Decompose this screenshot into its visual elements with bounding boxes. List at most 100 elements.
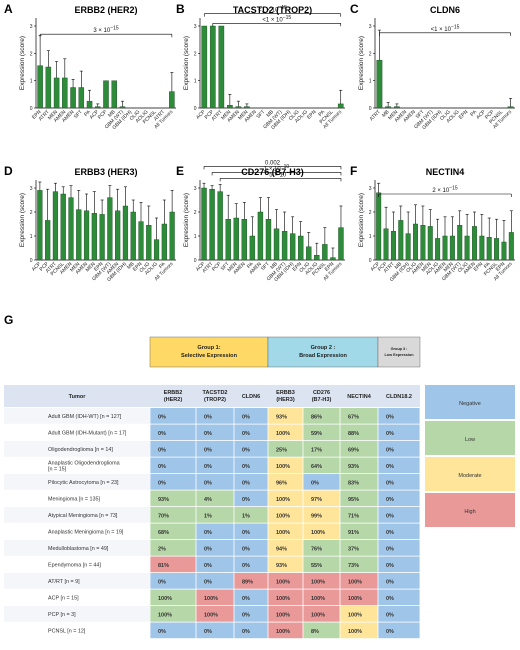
chart-title: CLDN6	[430, 5, 460, 15]
table-cell	[234, 441, 268, 457]
table-cell	[234, 589, 268, 606]
bar	[169, 211, 175, 261]
bar	[241, 218, 248, 261]
y-tick-label: 3	[369, 186, 372, 192]
x-tick-label: PA	[83, 109, 92, 118]
cell-value: 0%	[204, 481, 212, 487]
group-title: Group 2 :	[311, 345, 336, 351]
cell-value: 96%	[276, 481, 287, 487]
bar	[86, 100, 93, 109]
x-tick-label: PA	[317, 109, 326, 118]
bar	[398, 220, 404, 261]
p-value-label: <1 × 10−15	[262, 15, 291, 24]
table-cell	[303, 507, 340, 523]
table-cell	[196, 457, 234, 474]
cell-value: 69%	[348, 448, 359, 454]
table-cell	[268, 622, 303, 639]
bar	[122, 205, 129, 261]
panel-label: G	[4, 313, 13, 327]
bar	[273, 228, 280, 261]
chart-title: ERBB2 (HER2)	[74, 5, 137, 15]
table-cell	[150, 589, 196, 606]
column-header-sub: (B7-H3)	[312, 397, 332, 403]
table-cell	[340, 540, 378, 556]
x-tick-label: ACP	[370, 261, 382, 273]
table-cell	[234, 474, 268, 490]
table-cell	[234, 457, 268, 474]
x-tick-label: EPN	[306, 109, 318, 121]
table-cell	[303, 556, 340, 573]
expression-table: G Group 1: Selective Expression Group 2 : Br…	[4, 313, 515, 639]
cell-value: 0%	[242, 464, 250, 470]
cell-value: 2%	[158, 547, 166, 553]
bar	[235, 106, 242, 109]
bar	[249, 235, 256, 261]
table-cell	[234, 523, 268, 540]
cell-value: 76%	[311, 547, 322, 553]
cell-value: 0%	[158, 448, 166, 454]
column-header: CD276	[313, 390, 330, 396]
bar	[383, 228, 389, 261]
cell-value: 8%	[311, 629, 319, 635]
table-cell	[303, 408, 340, 424]
cell-value: 0%	[158, 431, 166, 437]
table-cell	[150, 556, 196, 573]
cell-value: 0%	[204, 547, 212, 553]
bar	[201, 25, 208, 109]
table-cell	[268, 573, 303, 589]
table-cell	[378, 507, 420, 523]
x-tick-label: MB	[269, 261, 279, 271]
bar	[479, 235, 485, 261]
table-cell	[303, 540, 340, 556]
row-label-cell	[4, 424, 150, 441]
table-row: AT/RT [n = 9] 0% 0% 89% 100% 100% 100% 0%	[4, 573, 420, 589]
row-label-cell	[4, 556, 150, 573]
row-label: PCNSL [n = 12]	[48, 629, 86, 635]
p-value-exponent: −4	[286, 170, 292, 176]
legend-label: Moderate	[458, 473, 481, 479]
table-cell	[196, 424, 234, 441]
bar	[37, 190, 43, 261]
table-cell	[234, 507, 268, 523]
table-cell	[378, 490, 420, 507]
x-tick-label: PCP	[377, 261, 389, 273]
x-tick-label: PA	[246, 261, 255, 270]
table-cell	[378, 457, 420, 474]
x-tick-label: PCP	[211, 261, 223, 273]
cell-value: 100%	[276, 431, 290, 437]
row-label-cell	[4, 441, 150, 457]
bar	[442, 235, 448, 261]
cell-value: 0%	[204, 448, 212, 454]
bar	[119, 106, 126, 109]
cell-value: 0%	[386, 596, 394, 602]
chart-panel-B: B TACSTD2 (TROP2) 0 1 2 3 Expression (score) AC…	[176, 2, 345, 131]
group-subtitle: Broad Expression	[299, 353, 347, 359]
group-title: Group 3 :	[391, 347, 408, 351]
table-cell	[150, 441, 196, 457]
cell-value: 0%	[158, 629, 166, 635]
y-tick-label: 0	[369, 258, 372, 264]
bar	[68, 197, 74, 261]
row-label: Adult GBM (IDH-Mutant) [n = 17]	[48, 431, 127, 437]
bar	[427, 226, 433, 261]
bar	[227, 105, 233, 109]
p-value-label: 2 × 10−15	[432, 186, 458, 195]
bar	[209, 25, 216, 109]
cell-value: 0%	[242, 563, 250, 569]
cell-value: 100%	[311, 580, 325, 586]
bar	[37, 65, 43, 109]
bar	[390, 230, 396, 261]
table-cell	[196, 589, 234, 606]
bar	[53, 77, 60, 109]
cell-value: 0%	[158, 580, 166, 586]
cell-value: 0%	[242, 415, 250, 421]
p-value-label: <1 × 10−15	[431, 24, 460, 33]
table-row: Atypical Meningioma [n = 73] 70% 1% 1% 100% 9…	[4, 507, 420, 523]
y-axis-label: Expression (score)	[19, 193, 26, 247]
row-label: Anaplastic Oligodendroglioma	[48, 461, 120, 467]
legend-swatch	[425, 457, 515, 491]
cell-value: 0%	[242, 481, 250, 487]
panel-label: D	[4, 164, 13, 178]
y-tick-label: 3	[369, 24, 372, 30]
